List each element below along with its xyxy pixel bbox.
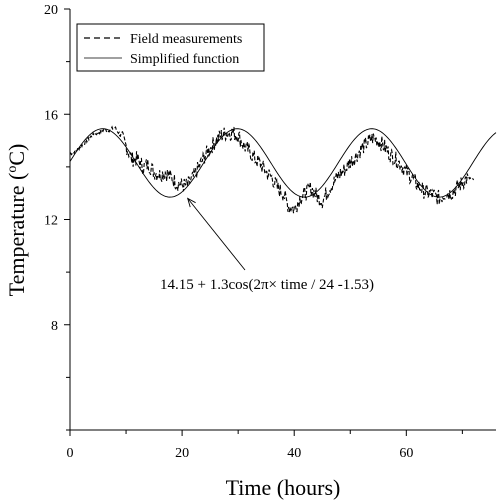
x-tick-label: 20 [175, 446, 189, 461]
annotation-arrowhead [186, 197, 196, 208]
y-axis-title-main: Temperature ( [4, 173, 29, 297]
y-axis-title-superscript: o [5, 166, 20, 173]
series-simplified-function-line [69, 128, 497, 198]
y-axis-ticks: 8 12 16 20 [44, 3, 70, 431]
series-layer [69, 125, 497, 214]
y-tick-label: 16 [44, 108, 58, 123]
annotation-formula: 14.15 + 1.3cos(2π× time / 24 -1.53) [160, 277, 374, 293]
y-tick-label: 8 [51, 319, 58, 334]
annotation-arrow [187, 198, 246, 271]
x-tick-label: 40 [287, 446, 301, 461]
series-field-measurements-line [69, 125, 475, 214]
legend-label-field-measurements: Field measurements [130, 32, 242, 47]
annotation: 14.15 + 1.3cos(2π× time / 24 -1.53) [160, 197, 374, 293]
y-tick-label: 20 [44, 3, 58, 18]
y-tick-label: 12 [44, 214, 58, 229]
x-tick-label: 60 [399, 446, 413, 461]
x-axis-ticks: 0 20 40 60 [67, 430, 463, 461]
legend: Field measurements Simplified function [76, 23, 265, 72]
plot-frame [69, 9, 496, 431]
legend-box [76, 23, 265, 72]
y-axis-title: Temperature (oC) [4, 144, 29, 297]
legend-label-simplified-function: Simplified function [130, 52, 239, 67]
x-tick-label: 0 [67, 446, 74, 461]
y-axis-title-tail: C) [4, 144, 29, 166]
x-axis-title: Time (hours) [226, 475, 341, 500]
